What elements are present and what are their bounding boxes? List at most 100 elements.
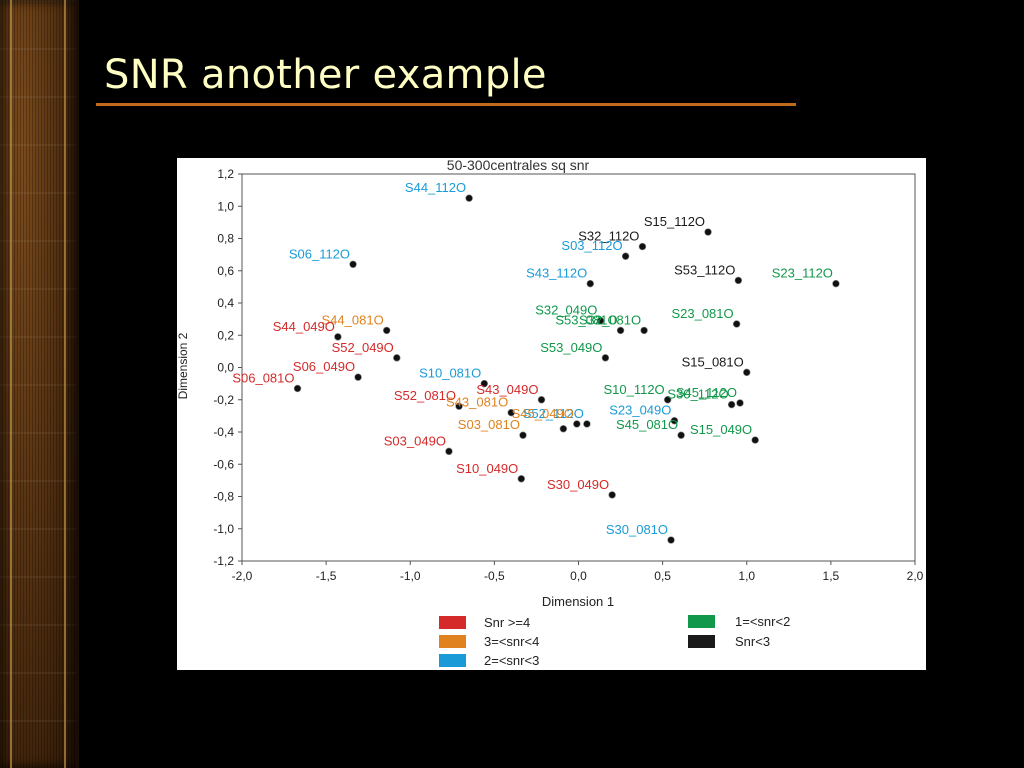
data-point — [596, 317, 605, 325]
y-tick-label: -1,2 — [213, 554, 234, 568]
point-label: S44_049O — [273, 319, 335, 334]
point-label: S23_081O — [671, 306, 733, 321]
y-tick-label: -1,0 — [213, 522, 234, 536]
legend-swatch — [439, 654, 466, 667]
point-label: S30_049O — [547, 477, 609, 492]
point-label: S32_081O — [579, 312, 641, 327]
point-label: S52_112O — [523, 406, 584, 421]
legend-swatch — [439, 616, 466, 629]
point-label: S03_081O — [458, 417, 520, 432]
legend-label: 3=<snr<4 — [484, 634, 539, 649]
point-label: S45_049O — [512, 406, 574, 421]
data-point — [393, 354, 401, 362]
data-point — [334, 333, 342, 341]
point-label: S03_112O — [561, 238, 622, 253]
data-point — [732, 320, 741, 328]
data-point — [704, 228, 712, 236]
x-tick-label: -0,5 — [484, 569, 505, 583]
data-point — [736, 399, 744, 407]
point-label: S43_081O — [446, 395, 508, 410]
data-point — [354, 373, 362, 381]
point-label: S52_081O — [394, 388, 456, 403]
decorative-wood-strip — [0, 0, 79, 768]
legend-swatch — [688, 635, 715, 648]
y-tick-label: -0,4 — [213, 425, 234, 439]
data-point — [583, 420, 591, 428]
legend-swatch — [439, 635, 466, 648]
legend-label: Snr >=4 — [484, 615, 530, 630]
point-label: S15_081O — [682, 354, 744, 369]
data-point — [616, 326, 625, 335]
data-point — [601, 354, 610, 362]
slide-title: SNR another example — [104, 52, 547, 98]
point-label: S15_049O — [690, 422, 752, 437]
data-point — [507, 408, 515, 417]
x-tick-label: -2,0 — [232, 569, 253, 583]
point-label: S03_049O — [384, 433, 446, 448]
point-label: S23_112O — [772, 266, 833, 281]
x-tick-label: 2,0 — [907, 569, 924, 583]
point-label: S45_112O — [676, 385, 737, 400]
data-point — [677, 431, 685, 439]
title-underline — [96, 103, 796, 106]
x-tick-label: 1,5 — [823, 569, 840, 583]
data-point — [751, 436, 759, 444]
x-tick-label: 0,0 — [570, 569, 587, 583]
x-axis-label: Dimension 1 — [542, 594, 614, 609]
data-point — [832, 279, 840, 288]
data-point — [537, 396, 546, 404]
x-tick-label: 0,5 — [654, 569, 671, 583]
y-axis-label: Dimension 2 — [177, 332, 190, 399]
point-label: S23_049O — [609, 403, 671, 418]
y-tick-label: 1,2 — [217, 167, 234, 181]
data-point — [455, 402, 463, 410]
point-label: S10_112O — [603, 382, 664, 397]
y-tick-label: 0,8 — [217, 232, 234, 246]
point-label: S44_081O — [322, 312, 384, 327]
point-label: S15_112O — [644, 214, 705, 229]
y-tick-label: -0,8 — [213, 490, 234, 504]
data-point — [621, 252, 630, 260]
y-tick-label: -0,6 — [213, 457, 234, 471]
data-point — [465, 194, 473, 202]
x-tick-label: 1,0 — [738, 569, 755, 583]
legend-label: 2=<snr<3 — [484, 653, 539, 668]
legend-swatch — [688, 615, 715, 628]
data-point — [559, 425, 568, 433]
point-label: S43_049O — [476, 382, 538, 397]
point-label: S32_049O — [535, 303, 597, 318]
point-label: S10_081O — [419, 366, 481, 381]
point-label: S44_112O — [405, 180, 466, 195]
point-label: S32_112O — [578, 229, 639, 244]
data-point — [663, 396, 672, 404]
point-label: S30_081O — [606, 522, 668, 537]
point-label: S53_081O — [555, 312, 617, 327]
point-label: S45_081O — [616, 417, 678, 432]
y-tick-label: 0,6 — [217, 264, 234, 278]
data-point — [480, 379, 488, 388]
data-point — [670, 417, 679, 425]
x-axis-ticks: -2,0 -1,5 -1,0 -0,5 0,0 0,5 1,0 1,5 2,0 — [232, 561, 924, 583]
legend-label: 1=<snr<2 — [735, 614, 790, 629]
data-point — [727, 400, 736, 409]
data-point — [445, 447, 453, 456]
point-label: S10_049O — [456, 461, 518, 476]
chart-title: 50-300centrales sq snr — [447, 158, 590, 173]
y-tick-label: 0,0 — [217, 361, 234, 375]
point-label: S06_081O — [232, 370, 294, 385]
data-point — [638, 242, 647, 251]
legend-label: Snr<3 — [735, 634, 770, 649]
data-point — [382, 326, 391, 335]
point-label: S06_112O — [289, 246, 350, 261]
data-point — [349, 260, 357, 269]
y-tick-label: 0,2 — [217, 328, 234, 342]
point-label: S52_049O — [332, 340, 394, 355]
y-tick-label: 0,4 — [217, 296, 234, 310]
y-tick-label: 1,0 — [217, 199, 234, 213]
point-label: S53_112O — [674, 262, 735, 277]
y-axis-ticks: 1,2 1,0 0,8 0,6 0,4 0,2 0,0 -0,2 -0,4 -0,6 -0,8 -1,… — [213, 167, 242, 568]
data-point — [667, 536, 675, 544]
point-label: S30_112O — [667, 387, 728, 402]
data-point — [517, 475, 525, 483]
